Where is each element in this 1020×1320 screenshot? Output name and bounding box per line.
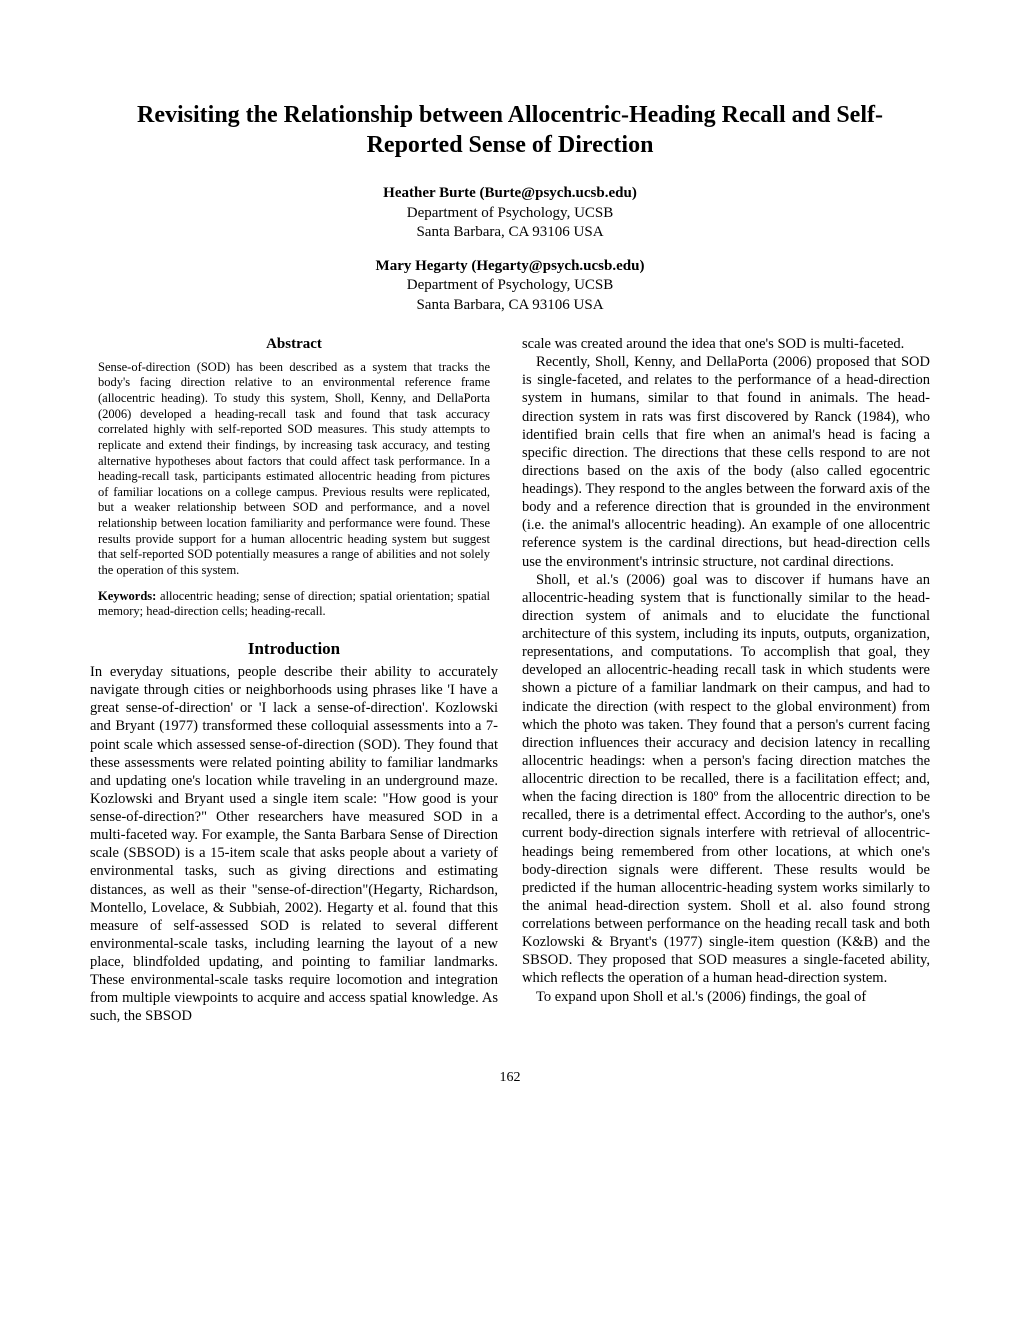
left-column: Abstract Sense-of-direction (SOD) has be… [90,335,498,1026]
abstract-heading: Abstract [90,335,498,354]
introduction-heading: Introduction [90,638,498,659]
author-block-2: Mary Hegarty (Hegarty@psych.ucsb.edu) De… [90,257,930,316]
two-column-layout: Abstract Sense-of-direction (SOD) has be… [90,335,930,1026]
col2-paragraph-1: scale was created around the idea that o… [522,335,930,353]
author-name-1: Heather Burte (Burte@psych.ucsb.edu) [90,184,930,204]
author-name-2: Mary Hegarty (Hegarty@psych.ucsb.edu) [90,257,930,277]
col2-paragraph-3: Sholl, et al.'s (2006) goal was to disco… [522,571,930,988]
author-dept-1: Department of Psychology, UCSB [90,204,930,224]
keywords-block: Keywords: allocentric heading; sense of … [98,589,490,620]
col2-paragraph-2: Recently, Sholl, Kenny, and DellaPorta (… [522,353,930,571]
paper-title: Revisiting the Relationship between Allo… [90,100,930,160]
keywords-text: allocentric heading; sense of direction;… [98,589,490,619]
author-dept-2: Department of Psychology, UCSB [90,276,930,296]
page-container: Revisiting the Relationship between Allo… [0,0,1020,1136]
col2-paragraph-4: To expand upon Sholl et al.'s (2006) fin… [522,988,930,1006]
right-column: scale was created around the idea that o… [522,335,930,1026]
abstract-text: Sense-of-direction (SOD) has been descri… [98,360,490,579]
intro-paragraph-1: In everyday situations, people describe … [90,663,498,1026]
keywords-label: Keywords: [98,589,156,603]
author-addr-2: Santa Barbara, CA 93106 USA [90,296,930,316]
author-block-1: Heather Burte (Burte@psych.ucsb.edu) Dep… [90,184,930,243]
author-addr-1: Santa Barbara, CA 93106 USA [90,223,930,243]
page-number: 162 [90,1070,930,1086]
